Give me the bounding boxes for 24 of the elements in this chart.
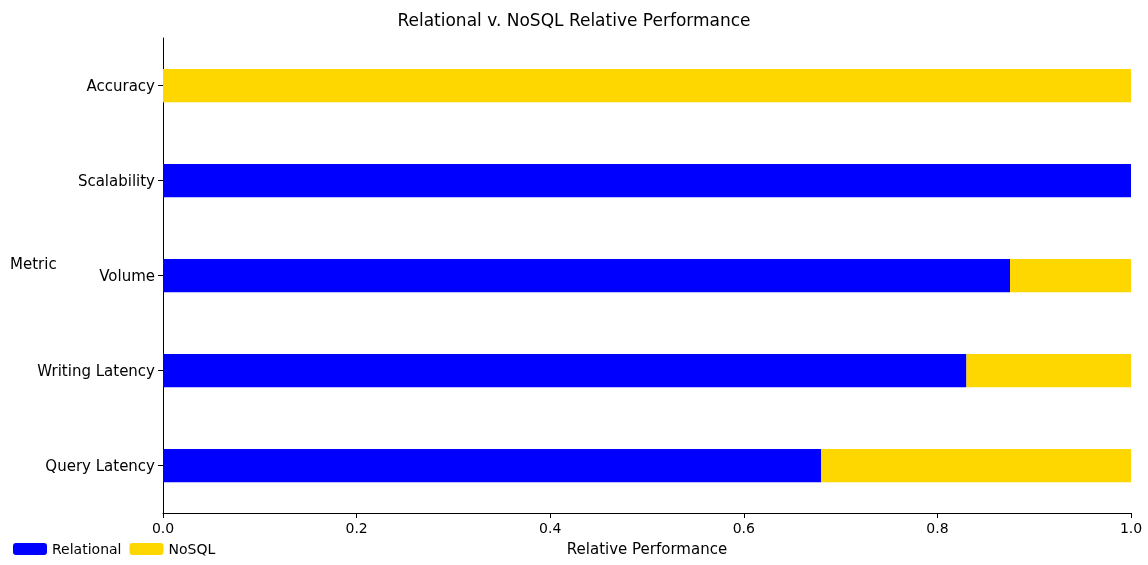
x-tick-label: 0.8	[926, 520, 949, 536]
legend-label: NoSQL	[168, 541, 216, 557]
x-tick-label: 0.2	[345, 520, 368, 536]
bar	[163, 68, 1131, 103]
y-tick-label: Query Latency	[45, 456, 156, 475]
x-tick-label: 0.6	[732, 520, 756, 536]
y-axis-title: Metric	[10, 254, 57, 273]
bar	[821, 448, 1131, 483]
y-tick-label: Writing Latency	[37, 361, 156, 380]
x-tick-label: 0.0	[151, 520, 175, 536]
y-tick-label: Volume	[99, 266, 155, 285]
legend-label: Relational	[52, 541, 122, 557]
bar	[163, 163, 1131, 198]
y-tick-label: Accuracy	[86, 76, 156, 95]
x-axis-title: Relative Performance	[566, 539, 728, 558]
bar	[966, 353, 1131, 388]
bar	[1010, 258, 1131, 293]
y-tick-label: Scalability	[77, 171, 156, 190]
bar	[163, 258, 1010, 293]
x-tick-label: 1.0	[1119, 520, 1143, 536]
chart-title: Relational v. NoSQL Relative Performance	[397, 9, 751, 30]
bar	[163, 448, 822, 483]
bar	[163, 353, 967, 388]
x-tick-label: 0.4	[539, 520, 562, 536]
